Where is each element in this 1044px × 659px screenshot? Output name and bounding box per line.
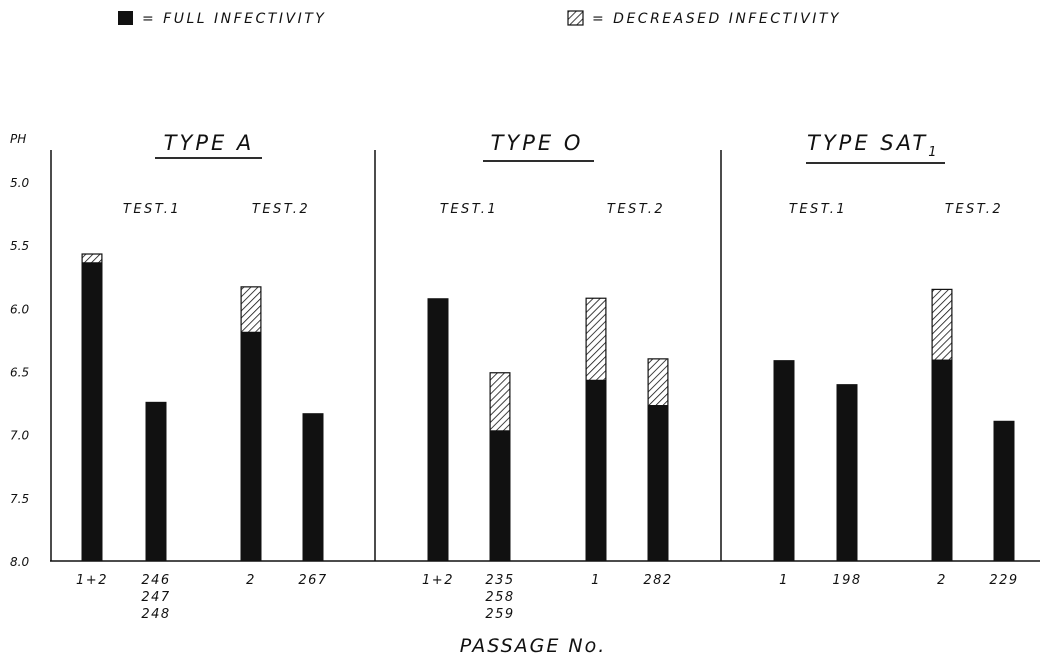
bar-full-infectivity (302, 413, 324, 561)
test-labels: TEST.1 TEST.2 TEST.1 TEST.2 TEST.1 TEST.… (123, 202, 1003, 217)
passage-label: 282 (643, 573, 672, 588)
y-tick-label: 5.0 (10, 176, 29, 190)
passage-label: 2 (937, 573, 947, 588)
bar-full-infectivity (931, 360, 953, 561)
legend-decreased-swatch (567, 10, 584, 26)
test-label-a-2: TEST.2 (252, 202, 310, 217)
panel-title-type-sat-sub: 1 (928, 145, 939, 160)
test-label-o-1: TEST.1 (440, 202, 498, 217)
test-label-a-1: TEST.1 (123, 202, 181, 217)
passage-label: 1+2 (76, 573, 108, 588)
panel-title-type-sat-main: TYPE SAT (807, 131, 928, 155)
y-tick-label: 5.5 (10, 239, 29, 253)
bar-decreased-infectivity (647, 358, 669, 407)
test-label-sat-1: TEST.1 (789, 202, 847, 217)
passage-label: 247 (141, 590, 170, 605)
legend-full-swatch (118, 11, 133, 25)
passage-label: 1 (779, 573, 789, 588)
passage-label: 246 (141, 573, 170, 588)
bar-full-infectivity (585, 380, 607, 561)
passage-label: 267 (298, 573, 327, 588)
passage-label: 259 (485, 607, 514, 622)
chart-frame (50, 150, 1040, 562)
bar-decreased-infectivity (81, 253, 103, 264)
bar-full-infectivity (773, 360, 795, 561)
passage-label: 229 (989, 573, 1018, 588)
bar-full-infectivity (993, 420, 1015, 561)
bar-full-infectivity (145, 401, 167, 561)
passage-label: 258 (485, 590, 514, 605)
legend: = FULL INFECTIVITY = DECREASED INFECTIVI… (118, 10, 841, 27)
x-axis-label: PASSAGE No. (460, 635, 607, 657)
y-tick-label: 6.5 (10, 366, 29, 380)
bar-decreased-infectivity (489, 372, 511, 432)
passage-label: 2 (246, 573, 256, 588)
passage-label: 1 (591, 573, 601, 588)
y-axis-ticks: 5.0 5.5 6.0 6.5 7.0 7.5 8.0 (10, 176, 29, 569)
bar-full-infectivity (489, 430, 511, 561)
bar-decreased-infectivity (240, 286, 262, 333)
passage-label: 1+2 (422, 573, 454, 588)
y-tick-label: 8.0 (10, 555, 29, 569)
passage-label: 198 (832, 573, 861, 588)
passage-label: 248 (141, 607, 170, 622)
y-tick-label: 7.0 (10, 429, 29, 443)
y-axis-label: PH (10, 132, 26, 146)
bar-full-infectivity (81, 262, 103, 561)
y-tick-label: 6.0 (10, 302, 29, 316)
bar-decreased-infectivity (585, 297, 607, 381)
y-tick-label: 7.5 (10, 492, 29, 506)
panel-title-type-sat: TYPE SAT1 (807, 131, 940, 160)
bar-full-infectivity (240, 332, 262, 561)
bar-full-infectivity (647, 405, 669, 561)
bar-full-infectivity (836, 384, 858, 561)
panel-title-type-o: TYPE O (491, 131, 584, 155)
panel-titles: TYPE A TYPE O TYPE SAT1 (155, 131, 945, 164)
legend-decreased-label: = DECREASED INFECTIVITY (592, 11, 841, 27)
test-label-o-2: TEST.2 (607, 202, 665, 217)
panel-title-type-a: TYPE A (164, 131, 255, 155)
bar-full-infectivity (427, 298, 449, 561)
legend-full-label: = FULL INFECTIVITY (142, 11, 326, 27)
passage-labels: 1+2 246 247 248 2 267 1+2 235 258 259 1 282 1 198 2 229 (76, 573, 1018, 622)
bars (81, 253, 1015, 561)
bar-decreased-infectivity (931, 288, 953, 361)
passage-label: 235 (485, 573, 514, 588)
test-label-sat-2: TEST.2 (945, 202, 1003, 217)
